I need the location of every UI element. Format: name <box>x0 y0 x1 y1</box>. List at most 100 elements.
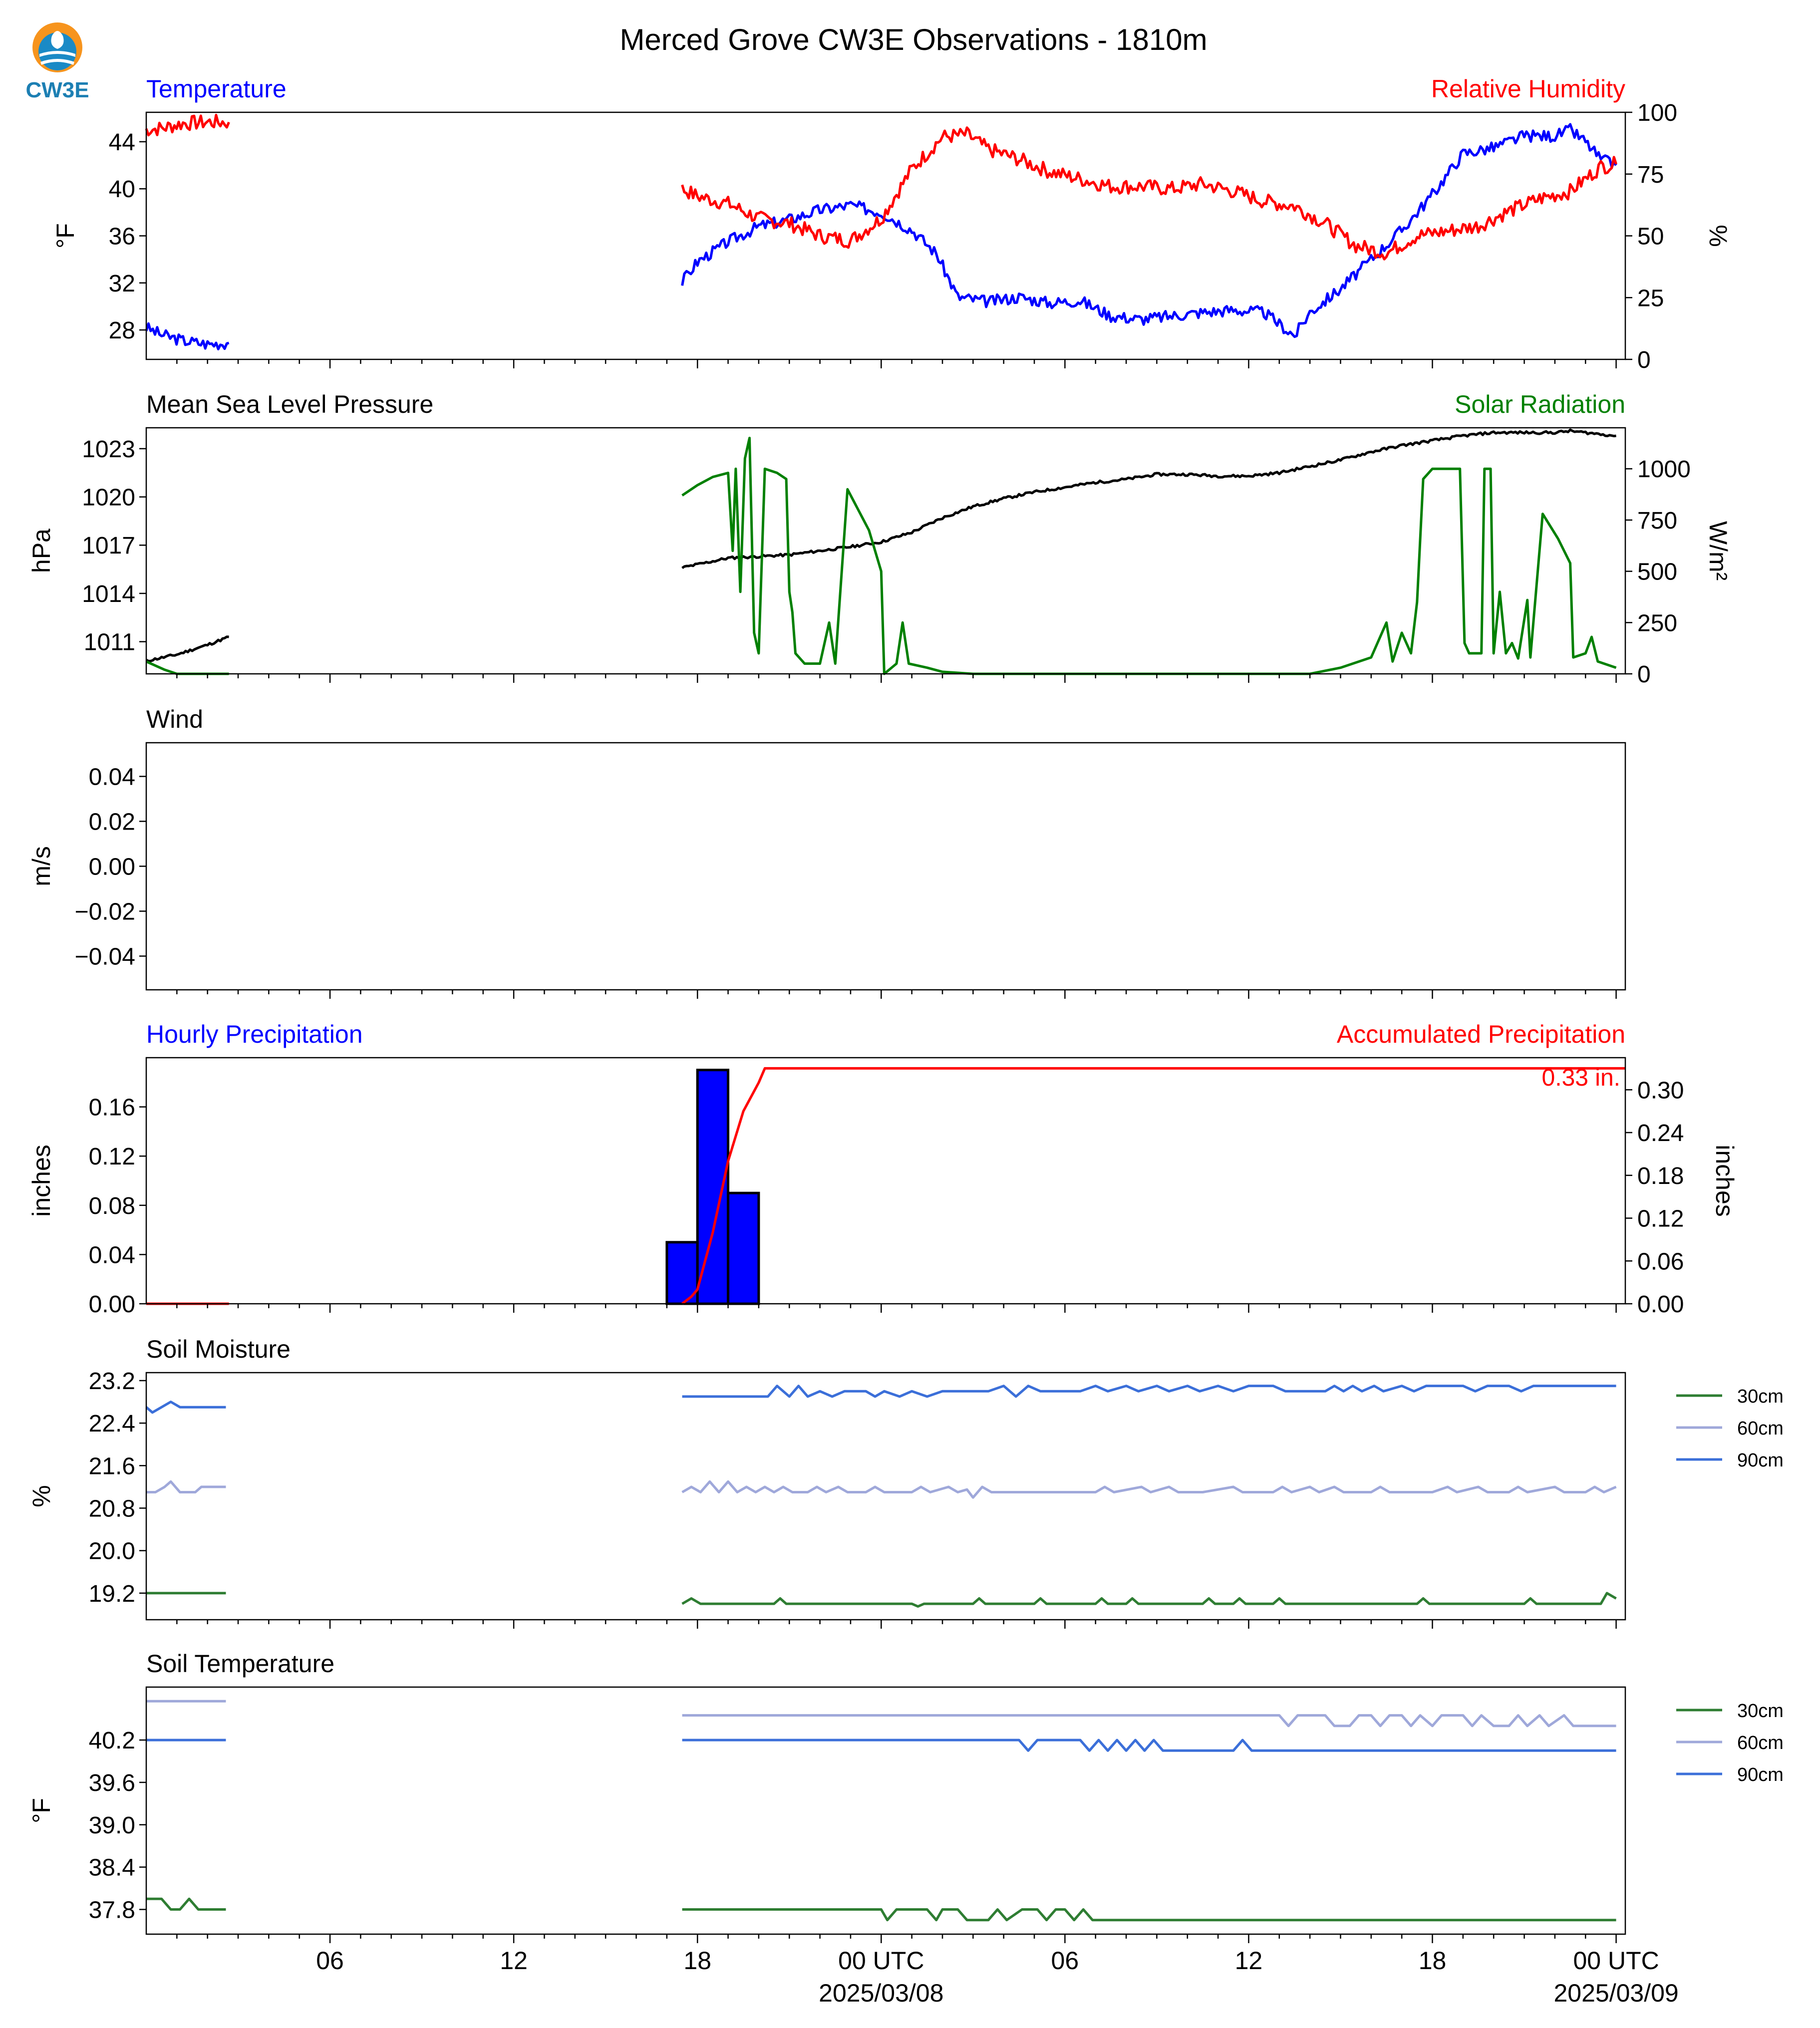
logo-text: CW3E <box>25 78 89 102</box>
panel-title-left: Mean Sea Level Pressure <box>146 390 433 418</box>
y2tick-label: 0.12 <box>1637 1206 1684 1232</box>
ytick-label: 38.4 <box>89 1855 135 1881</box>
ytick-label: 21.6 <box>89 1453 135 1479</box>
y2tick-label: 0.24 <box>1637 1120 1684 1147</box>
series-2-segment-1 <box>682 1385 1616 1398</box>
ytick-label: 28 <box>109 317 135 344</box>
y2tick-label: 0.18 <box>1637 1163 1684 1189</box>
panel-wind: Wind −0.04 −0.02 0.00 0.02 0.04 m/s <box>27 705 1626 999</box>
series-1-segment-1 <box>681 126 1617 261</box>
y2tick-label: 750 <box>1637 508 1677 534</box>
ytick-label: 0.08 <box>89 1193 135 1219</box>
xtick-label: 12 <box>500 1947 528 1975</box>
legend-label-90cm: 90cm <box>1737 1764 1784 1785</box>
ytick-label: 44 <box>109 129 135 156</box>
xtick-label: 06 <box>316 1947 344 1975</box>
xtick-label: 12 <box>1235 1947 1263 1975</box>
cw3e-logo: CW3E <box>25 22 89 102</box>
y2tick-label: 250 <box>1637 610 1677 636</box>
ytick-label: 19.2 <box>89 1581 135 1607</box>
y2tick-label: 50 <box>1637 224 1664 250</box>
y2tick-label: 0.30 <box>1637 1077 1684 1104</box>
ytick-label: 36 <box>109 224 135 250</box>
panel-title-left: Soil Moisture <box>146 1335 291 1363</box>
xtick-date-label: 2025/03/09 <box>1553 1979 1678 2007</box>
ytick-label: 0.02 <box>89 809 135 836</box>
xtick-label: 00 UTC <box>1573 1947 1659 1975</box>
ytick-label: 0.12 <box>89 1144 135 1170</box>
y2tick-label: 500 <box>1637 559 1677 585</box>
panel-title-left: Hourly Precipitation <box>146 1020 363 1048</box>
panel-title-left: Temperature <box>146 75 287 103</box>
plot-frame <box>145 1057 1626 1305</box>
series-1-segment-0 <box>145 113 230 137</box>
series-2-segment-1 <box>682 1738 1616 1752</box>
series-1-segment-0 <box>146 1480 226 1493</box>
plot-frame <box>145 1686 1626 1935</box>
ytick-label: 23.2 <box>89 1368 135 1395</box>
ytick-label: 39.6 <box>89 1770 135 1796</box>
ytick-label: 1023 <box>82 436 135 463</box>
panel-title-right: Relative Humidity <box>1431 75 1625 103</box>
ytick-label: 1017 <box>82 533 135 559</box>
panels: Temperature Relative Humidity 28 32 36 40 44 °F… <box>27 75 1784 2007</box>
series-0-segment-1 <box>682 1908 1616 1922</box>
y2tick-label: 0 <box>1637 661 1651 688</box>
y-axis-label: % <box>27 1485 55 1507</box>
ytick-label: 0.04 <box>89 1242 135 1268</box>
y2tick-label: 75 <box>1637 162 1664 188</box>
panel-title-left: Wind <box>146 705 203 733</box>
plot-frame <box>145 427 1626 675</box>
series-1-segment-1 <box>681 1480 1617 1499</box>
y2-axis-label: inches <box>1711 1145 1739 1217</box>
panel-temperature: Temperature Relative Humidity 28 32 36 40 44 °F… <box>51 75 1732 373</box>
legend-label-90cm: 90cm <box>1737 1450 1784 1471</box>
panel-pressure: Mean Sea Level Pressure Solar Radiation 10… <box>27 390 1732 688</box>
y-axis-label: inches <box>27 1145 55 1217</box>
xtick-label: 00 UTC <box>838 1947 924 1975</box>
precip-bar-2 <box>727 1191 760 1305</box>
series-0-segment-0 <box>145 635 229 662</box>
y-axis-label: hPa <box>27 529 55 573</box>
panel-soil_temperature: Soil Temperature 37.8 38.4 39.0 39.6 40.2 °F 30… <box>27 1650 1784 1943</box>
series-0-segment-1 <box>681 1592 1617 1608</box>
xtick-label: 06 <box>1051 1947 1079 1975</box>
ytick-label: 1011 <box>84 629 135 656</box>
y2tick-label: 100 <box>1637 100 1677 126</box>
ytick-label: 20.8 <box>89 1495 135 1522</box>
logo-wave-icon-2 <box>40 59 74 65</box>
y-axis-label: °F <box>27 1798 55 1823</box>
chart-title: Merced Grove CW3E Observations - 1810m <box>619 23 1207 56</box>
ytick-label: 0.16 <box>89 1095 135 1121</box>
y2-axis-label: % <box>1704 225 1732 247</box>
ytick-label: 1020 <box>82 485 135 511</box>
y2tick-label: 0.00 <box>1637 1291 1684 1318</box>
y2tick-label: 0 <box>1637 347 1651 373</box>
series-0-segment-0 <box>146 1897 226 1911</box>
ytick-label: 1014 <box>82 581 135 607</box>
y-axis-label: m/s <box>27 846 55 886</box>
series-2-segment-0 <box>145 1401 226 1414</box>
ytick-label: 0.00 <box>89 854 135 880</box>
series-0-segment-1 <box>681 123 1617 338</box>
legend-label-60cm: 60cm <box>1737 1733 1784 1753</box>
ytick-label: 32 <box>109 271 135 297</box>
accumulated-total-label: 0.33 in. <box>1542 1065 1620 1091</box>
panel-title-right: Solar Radiation <box>1455 390 1625 418</box>
plot-frame <box>145 1372 1626 1621</box>
ytick-label: 37.8 <box>89 1897 135 1924</box>
ytick-label: 0.04 <box>89 764 135 791</box>
panel-precip: Hourly Precipitation Accumulated Precipit… <box>27 1020 1739 1318</box>
panel-title-left: Soil Temperature <box>146 1650 334 1678</box>
legend-label-30cm: 30cm <box>1737 1701 1784 1722</box>
panel-soil_moisture: Soil Moisture 19.2 20.0 20.8 21.6 22.4 23.2% 30… <box>27 1335 1784 1629</box>
panel-title-right: Accumulated Precipitation <box>1337 1020 1625 1048</box>
ytick-label: 0.00 <box>89 1291 135 1318</box>
legend-label-30cm: 30cm <box>1737 1386 1784 1407</box>
y2tick-label: 1000 <box>1637 456 1691 483</box>
series-0-segment-0 <box>145 322 230 350</box>
y2tick-label: 0.06 <box>1637 1248 1684 1275</box>
xtick-label: 18 <box>1419 1947 1447 1975</box>
series-1-segment-1 <box>682 1714 1616 1728</box>
